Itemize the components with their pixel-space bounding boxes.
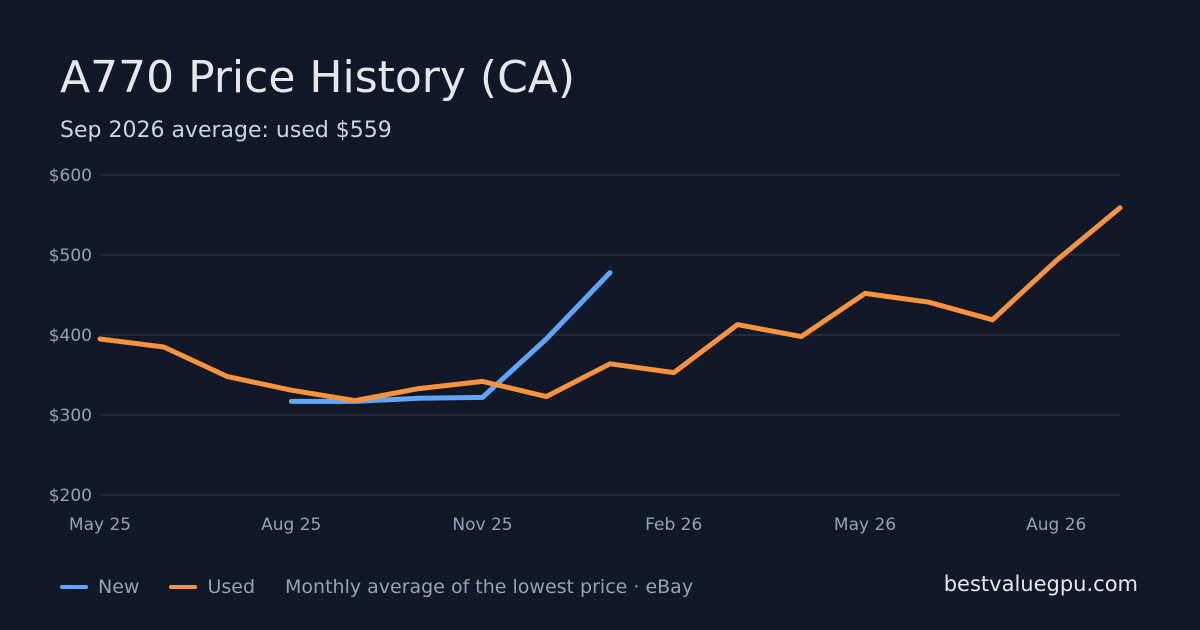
y-tick-label: $400: [49, 326, 92, 346]
source-note: Monthly average of the lowest price · eB…: [285, 576, 694, 598]
y-tick-label: $200: [49, 486, 92, 506]
x-tick-label: Nov 25: [452, 515, 512, 535]
y-tick-label: $300: [49, 406, 92, 426]
legend-label-new: New: [98, 576, 140, 598]
legend-item-used: Used: [169, 576, 255, 598]
brand-watermark: bestvaluegpu.com: [943, 572, 1138, 596]
y-tick-label: $600: [49, 166, 92, 186]
y-tick-label: $500: [49, 246, 92, 266]
x-axis-ticks: May 25 Aug 25 Nov 25 Feb 26 May 26 Aug 26: [69, 515, 1086, 535]
y-axis-ticks: $200 $300 $400 $500 $600: [49, 166, 92, 506]
gridlines: [100, 174, 1120, 496]
chart-title: A770 Price History (CA): [60, 52, 576, 103]
series-line-new: [288, 270, 613, 404]
legend-item-new: New: [60, 576, 139, 598]
legend-label-used: Used: [207, 576, 256, 598]
x-tick-label: Aug 26: [1026, 515, 1086, 535]
x-tick-label: May 26: [834, 515, 896, 535]
series-line-used: [97, 205, 1123, 404]
chart-footer: New Used Monthly average of the lowest p…: [60, 574, 693, 600]
price-history-chart: $200 $300 $400 $500 $600 May 25 Aug 25 Nov 25 F…: [49, 166, 1123, 535]
legend-swatch-used: [169, 585, 198, 589]
chart-subtitle: Sep 2026 average: used $559: [60, 118, 392, 143]
legend-swatch-new: [60, 585, 88, 589]
series-lines: [97, 205, 1123, 404]
x-tick-label: Aug 25: [261, 515, 321, 535]
x-tick-label: Feb 26: [645, 515, 702, 535]
x-tick-label: May 25: [69, 515, 131, 535]
